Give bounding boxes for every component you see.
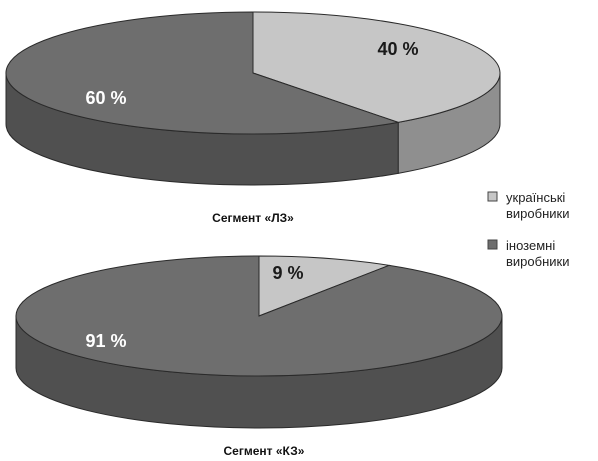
pie-lz-label-foreign: 60 % — [85, 88, 126, 108]
pie-kz-slice-foreign — [15, 255, 503, 377]
pie-lz-slice-foreign — [5, 11, 399, 135]
legend-swatch-foreign — [487, 239, 498, 250]
pie-chart-kz: 9 % 91 % — [15, 255, 503, 429]
legend-label-ukrainian-line1: українські — [506, 190, 565, 205]
pie-lz-slice-ukrainian — [252, 11, 501, 123]
legend-swatch-ukrainian — [487, 191, 498, 202]
legend-label-foreign-line2: виробники — [506, 254, 569, 269]
pie-kz-label-ukrainian: 9 % — [272, 263, 303, 283]
chart-title-lz: Сегмент «ЛЗ» — [212, 211, 294, 225]
pie-lz-label-ukrainian: 40 % — [377, 39, 418, 59]
chart-title-kz: Сегмент «КЗ» — [224, 444, 305, 458]
pie-chart-lz: 40 % 60 % — [5, 11, 501, 186]
pie-kz-slice-ukrainian — [258, 255, 392, 317]
legend: українські виробники іноземні виробники — [487, 190, 569, 269]
legend-label-ukrainian-line2: виробники — [506, 206, 569, 221]
pie-kz-label-foreign: 91 % — [85, 331, 126, 351]
legend-label-foreign-line1: іноземні — [506, 238, 555, 253]
